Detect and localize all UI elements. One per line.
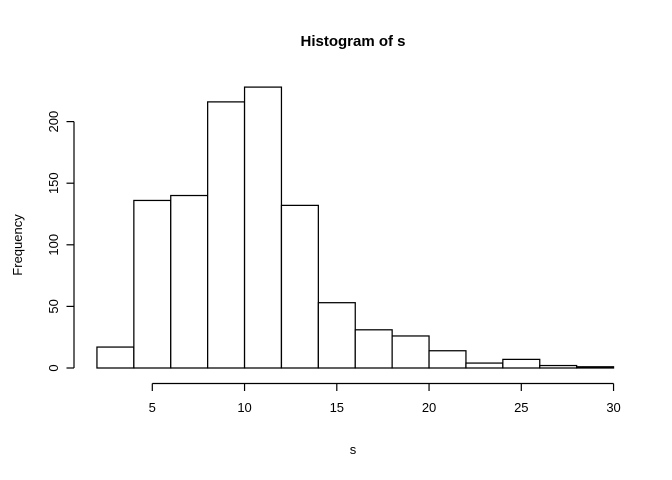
y-tick-label: 100 — [46, 234, 61, 256]
x-tick-label: 25 — [514, 400, 528, 415]
histogram-bar — [243, 86, 283, 369]
histogram-bar — [428, 350, 467, 369]
y-axis: 0 50 100 150 200 — [46, 111, 75, 372]
x-tick-label: 15 — [330, 400, 344, 415]
histogram-bar — [170, 194, 209, 369]
y-tick-label: 200 — [46, 111, 61, 133]
histogram-bar — [133, 199, 172, 369]
y-axis-label: Frequency — [10, 214, 25, 276]
histogram-bar — [317, 302, 356, 369]
histogram-bar — [96, 346, 135, 369]
histogram-bar — [207, 101, 246, 369]
bars-group — [96, 86, 615, 369]
x-tick-label: 20 — [422, 400, 436, 415]
x-axis-label: s — [350, 442, 357, 457]
x-tick-label: 30 — [606, 400, 620, 415]
x-axis: 5 10 15 20 25 30 — [149, 382, 621, 415]
chart-title: Histogram of s — [300, 33, 405, 50]
histogram-bar — [391, 335, 430, 369]
histogram-bar — [465, 362, 504, 369]
histogram-bar — [539, 364, 578, 369]
histogram-bar — [576, 366, 615, 369]
histogram-bar — [354, 329, 393, 369]
histogram-bar — [502, 358, 541, 369]
x-tick-label: 10 — [237, 400, 251, 415]
histogram-bar — [280, 204, 319, 369]
x-tick-label: 5 — [149, 400, 156, 415]
y-tick-label: 50 — [46, 299, 61, 313]
y-tick-label: 150 — [46, 172, 61, 194]
y-tick-label: 0 — [46, 364, 61, 371]
